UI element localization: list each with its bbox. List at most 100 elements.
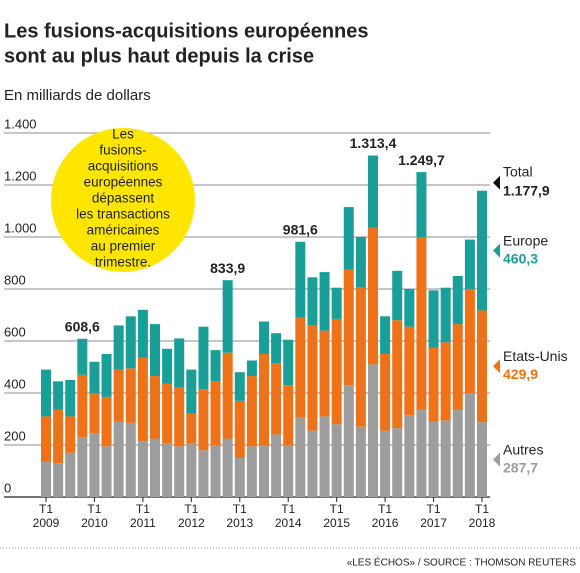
bar-segment xyxy=(222,352,233,439)
bar-segment xyxy=(150,324,160,377)
bar-segment xyxy=(53,463,64,497)
title-line: sont au plus haut depuis la crise xyxy=(4,45,314,67)
total-label: 981,6 xyxy=(283,221,318,237)
bar-segment xyxy=(174,387,185,447)
bar-segment xyxy=(283,445,294,497)
y-tick-label: 0 xyxy=(4,480,11,495)
x-tick-label: T1 2010 xyxy=(81,502,108,530)
bar-segment xyxy=(307,325,318,431)
bar-segment xyxy=(319,330,330,417)
bar-segment xyxy=(246,376,257,447)
bar-segment xyxy=(186,443,197,497)
bar-segment xyxy=(41,369,51,417)
x-tick-label: T1 2012 xyxy=(178,502,205,530)
bar-segment xyxy=(477,310,487,423)
legend-value: 1.177,9 xyxy=(503,182,550,198)
bar-segment xyxy=(174,338,185,388)
bar-segment xyxy=(53,381,64,410)
bar-segment xyxy=(259,354,269,445)
x-tick-label: T1 2018 xyxy=(469,502,496,530)
bar-segment xyxy=(368,364,378,497)
y-tick-label: 1.000 xyxy=(4,220,37,235)
bar-segment xyxy=(113,325,124,370)
callout-bubble xyxy=(51,128,195,272)
bar-segment xyxy=(355,287,366,427)
bar-segment xyxy=(271,434,282,497)
bar-segment xyxy=(343,385,354,497)
bar-segment xyxy=(234,400,245,458)
bar-segment xyxy=(404,289,415,327)
bar-segment xyxy=(186,369,197,414)
legend-marker xyxy=(493,452,500,467)
bar-segment xyxy=(440,287,451,343)
bar-segment xyxy=(198,450,209,497)
bar-segment xyxy=(222,438,233,497)
total-label: 1.249,7 xyxy=(398,152,445,168)
bar-segment xyxy=(464,239,475,289)
bar-segment xyxy=(452,409,463,497)
bar-segment xyxy=(101,446,112,497)
bar-segment xyxy=(404,415,415,497)
y-tick-label: 1.400 xyxy=(4,116,37,131)
bar-segment xyxy=(174,446,185,497)
callout-text: acquisitions xyxy=(88,159,159,174)
x-tick-label: T1 2014 xyxy=(275,502,302,530)
bar-segment xyxy=(307,277,318,326)
bar-segment xyxy=(440,342,451,421)
bar-segment xyxy=(125,368,136,423)
bar-segment xyxy=(259,321,269,354)
total-label: 1.313,4 xyxy=(350,135,397,151)
bar-segment xyxy=(113,369,124,422)
bar-segment xyxy=(355,237,366,288)
bar-segment xyxy=(392,428,403,497)
bar-segment xyxy=(477,422,487,497)
bar-segment xyxy=(246,446,257,497)
bar-segment xyxy=(392,320,403,429)
callout-text: au premier xyxy=(91,239,156,254)
callout-text: les transactions xyxy=(76,207,170,222)
bar-segment xyxy=(162,383,173,444)
x-tick-label: T1 2017 xyxy=(420,502,447,530)
title-line: Les fusions-acquisitions européennes xyxy=(4,20,369,42)
bar-segment xyxy=(41,461,51,497)
bar-segment xyxy=(452,276,463,325)
bar-segment xyxy=(343,269,354,386)
y-tick-label: 1.200 xyxy=(4,168,37,183)
bar-segment xyxy=(368,155,378,228)
legend-name: Total xyxy=(503,163,533,179)
bar-segment xyxy=(380,316,391,354)
bar-segment xyxy=(295,241,306,318)
x-tick-label: T1 2011 xyxy=(130,502,156,530)
callout-text: trimestre. xyxy=(95,255,151,270)
bar-segment xyxy=(319,272,330,331)
bar-segment xyxy=(77,374,88,438)
bar-segment xyxy=(259,445,269,497)
callout-text: européennes xyxy=(84,175,163,190)
bar-segment xyxy=(234,458,245,497)
bar-segment xyxy=(137,357,148,442)
bar-segment xyxy=(271,363,282,435)
bar-segment xyxy=(464,393,475,497)
bar-segment xyxy=(101,396,112,447)
bar-segment xyxy=(65,416,76,453)
legend-marker xyxy=(493,359,500,374)
bar-segment xyxy=(477,190,487,311)
bar-segment xyxy=(137,309,148,358)
bar-segment xyxy=(89,361,100,393)
bar-segment xyxy=(464,289,475,393)
bar-segment xyxy=(198,389,209,451)
bar-segment xyxy=(113,421,124,497)
source: «LES ÉCHOS» / SOURCE : THOMSON REUTERS xyxy=(347,556,577,569)
bar-segment xyxy=(392,270,403,321)
bar-segment xyxy=(77,437,88,497)
callout-text: américaines xyxy=(87,223,160,238)
bar-segment xyxy=(331,318,342,425)
bar-segment xyxy=(452,324,463,410)
bar-segment xyxy=(101,354,112,397)
bar-segment xyxy=(162,443,173,497)
bar-segment xyxy=(416,237,427,410)
x-tick-label: T1 2013 xyxy=(226,502,253,530)
bar-segment xyxy=(380,430,391,497)
total-label: 608,6 xyxy=(65,318,100,334)
